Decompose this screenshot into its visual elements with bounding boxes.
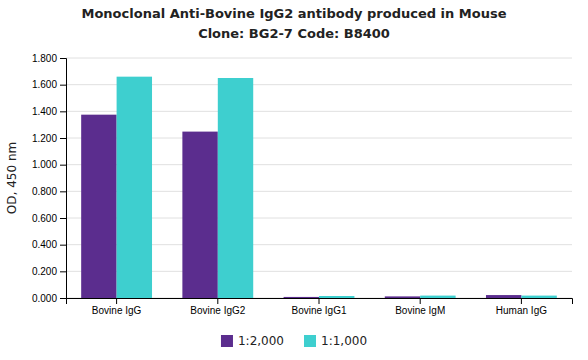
y-tick: 0.200 (32, 266, 66, 277)
bar (385, 296, 420, 298)
bar (521, 296, 556, 298)
y-tick-label: 0.800 (32, 186, 57, 197)
y-tick-label: 1.200 (32, 133, 57, 144)
bar (81, 115, 116, 298)
x-tick-mark (521, 298, 522, 304)
legend-item: 1:2,000 (221, 334, 284, 348)
x-tick: Bovine IgG2 (190, 298, 245, 316)
bar (284, 297, 319, 298)
y-tick-label: 0.600 (32, 213, 57, 224)
y-tick: 0.600 (32, 213, 66, 224)
y-tick-label: 1.600 (32, 79, 57, 90)
y-tick: 1.600 (32, 79, 66, 90)
bar (319, 296, 354, 298)
x-tick-label: Bovine IgG1 (291, 305, 346, 316)
y-tick-label: 0.400 (32, 239, 57, 250)
y-tick-mark (60, 191, 66, 192)
y-tick-mark (60, 58, 66, 59)
y-tick-mark (60, 138, 66, 139)
y-tick: 0.800 (32, 186, 66, 197)
bar-series (117, 77, 557, 298)
y-axis: 0.000 0.200 0.400 0.600 0.800 1.000 1.200 1.400… (32, 53, 67, 304)
legend-swatch (304, 335, 316, 347)
y-tick: 1.400 (32, 106, 66, 117)
grid-line (66, 58, 572, 59)
x-tick-mark (420, 298, 421, 304)
y-tick-label: 1.800 (32, 53, 57, 64)
y-tick-mark (60, 271, 66, 272)
legend-item: 1:1,000 (304, 334, 367, 348)
bar (420, 296, 455, 298)
plot: 0.000 0.200 0.400 0.600 0.800 1.000 1.200 1.400… (32, 53, 573, 316)
x-tick: Human IgG (496, 298, 547, 316)
y-tick-label: 1.400 (32, 106, 57, 117)
x-tick-label: Bovine IgM (395, 305, 445, 316)
x-tick-label: Bovine IgG (92, 305, 142, 316)
x-tick-label: Human IgG (496, 305, 547, 316)
y-tick-mark (60, 85, 66, 86)
y-tick-label: 1.000 (32, 159, 57, 170)
grid (66, 58, 572, 298)
y-tick: 0.000 (32, 293, 66, 304)
legend-label: 1:2,000 (238, 334, 284, 348)
chart: Monoclonal Anti-Bovine IgG2 antibody pro… (0, 0, 588, 360)
y-axis-line (60, 59, 67, 299)
subtitle: Clone: BG2-7 Code: B8400 (198, 26, 390, 41)
x-axis: Bovine IgG Bovine IgG2 Bovine IgG1 Bovine I… (67, 298, 573, 316)
y-tick: 1.000 (32, 159, 66, 170)
bar (182, 132, 217, 298)
y-tick-mark (60, 165, 66, 166)
y-tick: 1.200 (32, 133, 66, 144)
bar (117, 77, 152, 298)
y-tick: 1.800 (32, 53, 66, 64)
x-tick-mark (319, 298, 320, 304)
bars (81, 77, 557, 298)
legend-label: 1:1,000 (321, 334, 367, 348)
y-tick-mark (60, 111, 66, 112)
y-tick: 0.400 (32, 239, 66, 250)
x-tick-label: Bovine IgG2 (190, 305, 245, 316)
title: Monoclonal Anti-Bovine IgG2 antibody pro… (81, 6, 506, 21)
y-axis-title: OD, 450 nm (5, 142, 19, 214)
chart-container: Monoclonal Anti-Bovine IgG2 antibody pro… (0, 0, 588, 360)
y-tick-mark (60, 298, 66, 299)
y-tick-mark (60, 245, 66, 246)
x-tick-mark (116, 298, 117, 304)
x-tick: Bovine IgG (92, 298, 142, 316)
x-tick-mark (217, 298, 218, 304)
bar (218, 78, 253, 298)
x-tick: Bovine IgG1 (291, 298, 346, 316)
x-axis-line (67, 299, 573, 305)
x-tick: Bovine IgM (395, 298, 445, 316)
y-tick-mark (60, 218, 66, 219)
legend: 1:2,000 1:1,000 (221, 334, 367, 348)
bar (486, 295, 521, 298)
y-tick-label: 0.200 (32, 266, 57, 277)
y-tick-label: 0.000 (32, 293, 57, 304)
legend-swatch (221, 335, 233, 347)
